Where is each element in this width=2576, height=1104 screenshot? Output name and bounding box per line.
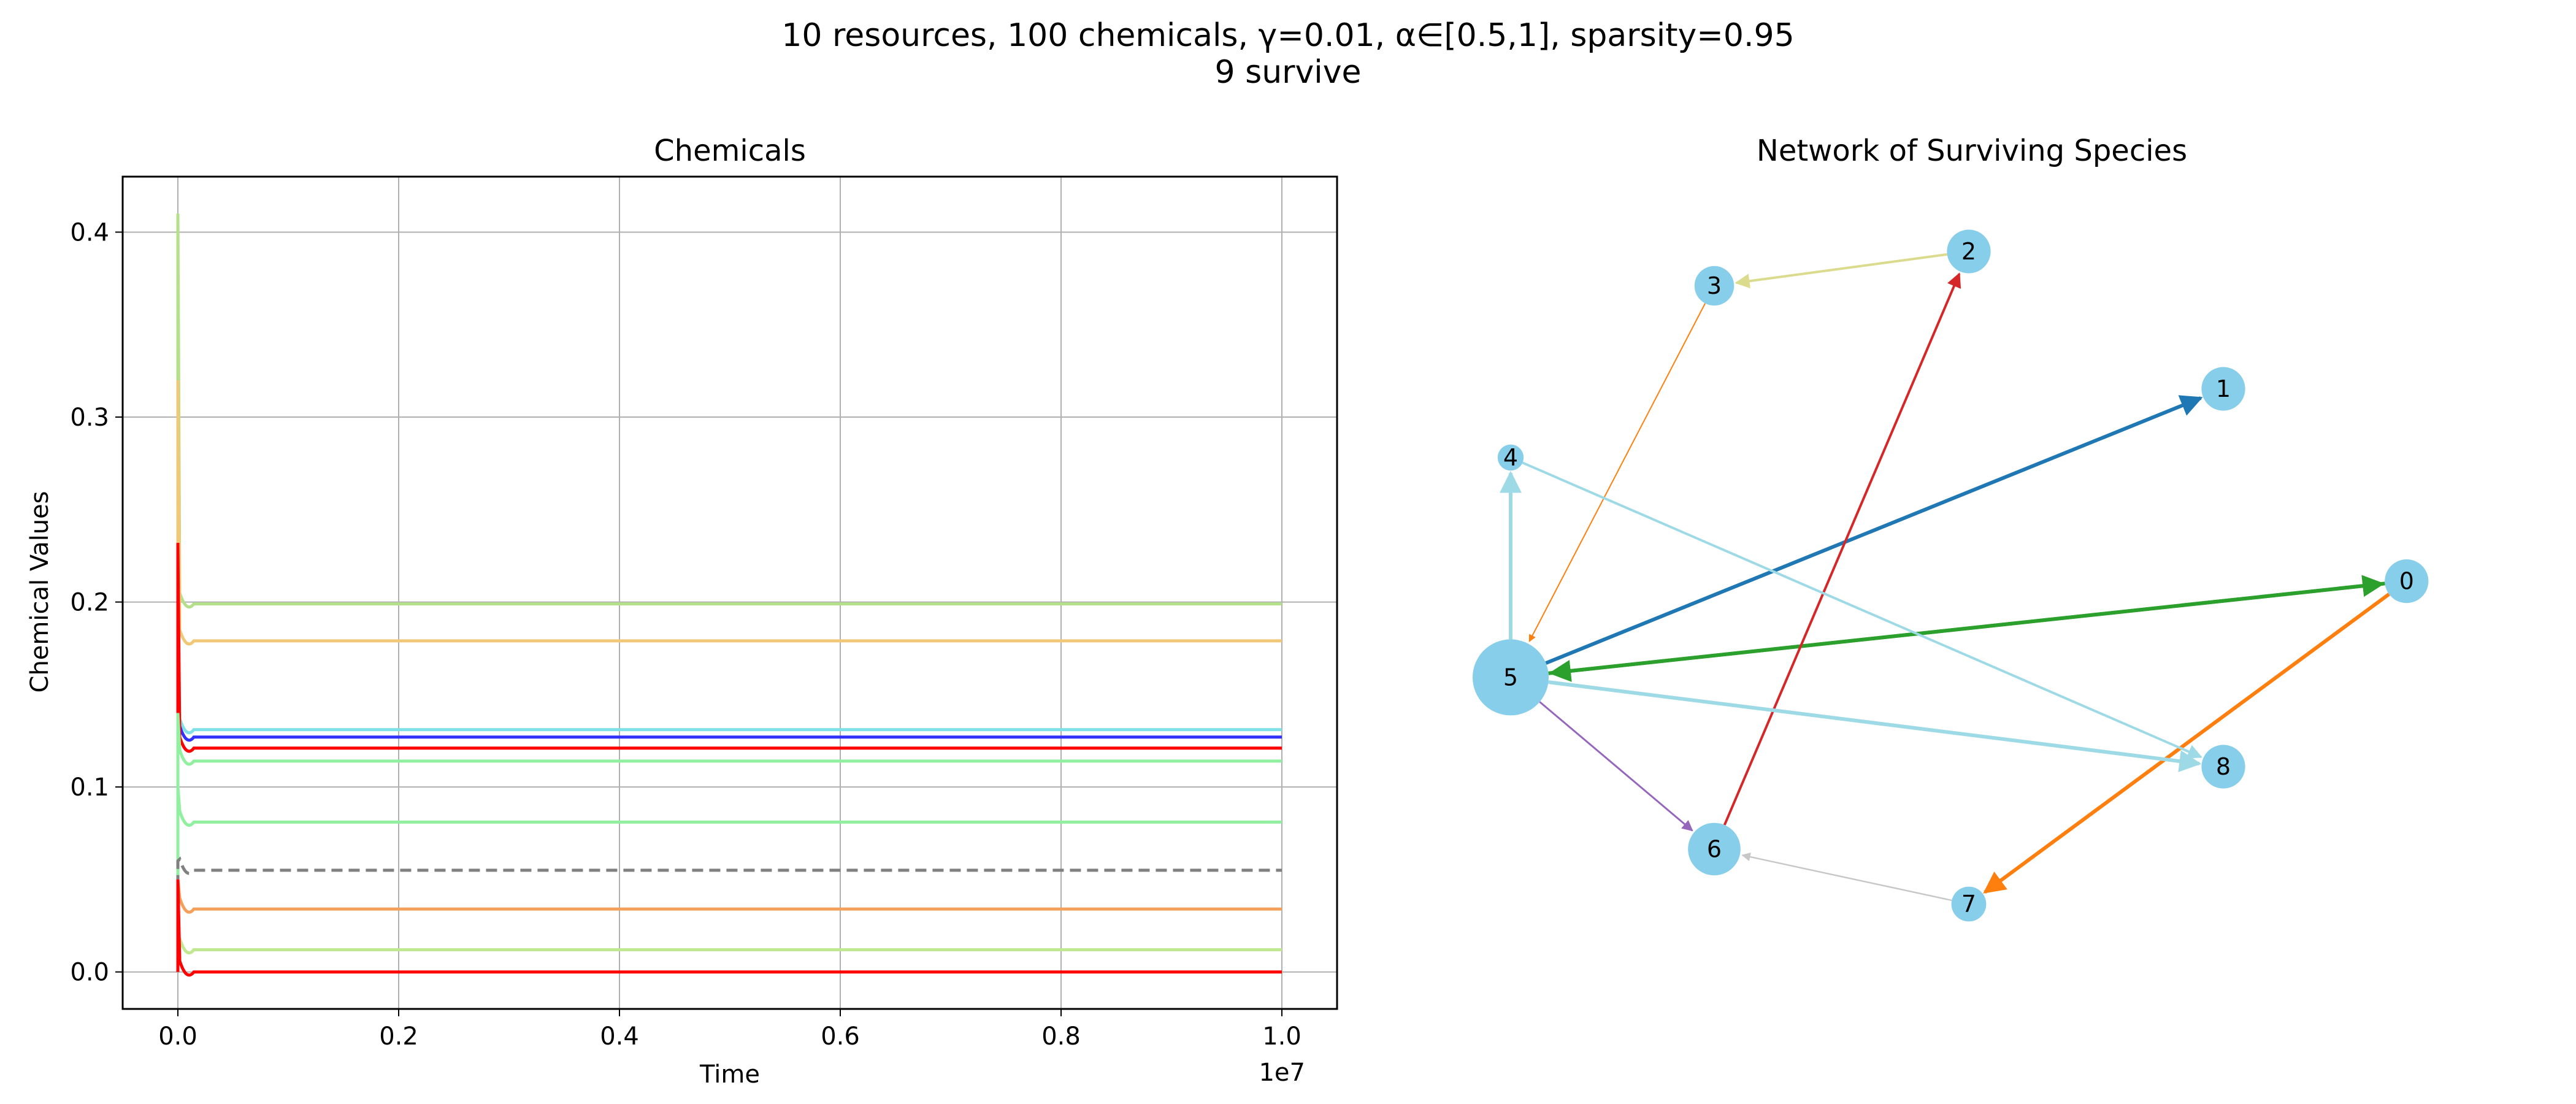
node-circle: [2385, 559, 2429, 604]
node-circle: [1694, 266, 1735, 306]
network-nodes: 0 1 2 3 4 5 6 7 8: [1473, 229, 2429, 922]
chemical-series-7: [176, 856, 1282, 972]
edge-2-to-3: [1735, 253, 1947, 289]
x-tick-label: 0.6: [821, 1022, 860, 1051]
figure-title-line-2: 9 survive: [1214, 54, 1362, 91]
edge-5-to-0: [1548, 575, 2385, 675]
figure-title-line-1: 10 resources, 100 chemicals, γ=0.01, α∈[…: [781, 17, 1795, 54]
chemical-series-8: [176, 879, 1282, 972]
node-circle: [1473, 639, 1549, 716]
network-chart: Network of Surviving Species 0 1 2 3 4 5 6 7 8: [1473, 134, 2429, 922]
node-7: 7: [1951, 886, 1987, 922]
edge-5-to-8: [1548, 680, 2202, 772]
chemicals-chart: Chemicals 0.0 0.2 0.4 0.6 0.8 1.0 0.0 0.1 0.2 0.3…: [26, 134, 1338, 1089]
node-1: 1: [2201, 367, 2245, 411]
chemicals-y-axis-label: Chemical Values: [26, 491, 54, 693]
x-tick-label: 0.2: [379, 1022, 418, 1051]
x-tick-label: 0.8: [1041, 1022, 1081, 1051]
node-label: 1: [2216, 375, 2231, 402]
node-6: 6: [1688, 822, 1741, 876]
node-circle: [2201, 367, 2245, 411]
y-tick-label: 0.3: [70, 404, 109, 432]
edge-6-to-2: [1723, 272, 1961, 826]
edge-4-to-8: [1522, 461, 2202, 759]
chemical-series-3: [176, 694, 1282, 972]
node-label: 2: [1961, 238, 1976, 265]
node-2: 2: [1947, 229, 1991, 274]
x-tick-label: 1.0: [1262, 1022, 1301, 1051]
edge-5-to-6: [1539, 701, 1693, 832]
x-tick-label: 0.4: [600, 1022, 639, 1051]
node-0: 0: [2385, 559, 2429, 604]
chemicals-chart-title: Chemicals: [654, 134, 806, 168]
chemical-series-10: [176, 879, 1282, 977]
chemicals-ticks: 0.0 0.2 0.4 0.6 0.8 1.0 0.0 0.1 0.2 0.3 0.4: [70, 218, 1301, 1051]
network-chart-title: Network of Surviving Species: [1757, 134, 2187, 168]
node-8: 8: [2201, 745, 2245, 789]
node-circle: [1688, 822, 1741, 876]
y-tick-label: 0.4: [70, 218, 109, 247]
y-tick-label: 0.1: [70, 773, 109, 802]
node-label: 8: [2216, 753, 2231, 780]
node-4: 4: [1497, 444, 1524, 471]
node-circle: [1947, 229, 1991, 274]
y-tick-label: 0.0: [70, 959, 109, 987]
node-label: 0: [2399, 568, 2414, 595]
node-label: 3: [1707, 272, 1722, 299]
x-tick-label: 0.0: [158, 1022, 197, 1051]
node-circle: [2201, 745, 2245, 789]
network-edges: [1500, 253, 2390, 902]
chemicals-grid: [123, 177, 1337, 1009]
chemicals-series-group: [176, 213, 1282, 977]
y-tick-label: 0.2: [70, 589, 109, 617]
chemical-series-6: [176, 786, 1282, 972]
edge-3-to-5: [1528, 303, 1706, 642]
node-label: 5: [1503, 664, 1518, 691]
node-circle: [1497, 444, 1524, 471]
chemicals-x-axis-label: Time: [699, 1060, 760, 1089]
node-label: 6: [1707, 835, 1722, 862]
chemical-series-5: [176, 713, 1282, 972]
node-5: 5: [1473, 639, 1549, 716]
node-circle: [1951, 886, 1987, 922]
edge-7-to-6: [1741, 852, 1952, 902]
node-3: 3: [1694, 266, 1735, 306]
edge-5-to-1: [1545, 395, 2203, 665]
chemicals-axes-frame: [121, 175, 1338, 1010]
chemical-series-9: [176, 934, 1282, 972]
chemical-series-0: [176, 213, 1282, 972]
node-label: 7: [1961, 891, 1976, 918]
node-label: 4: [1503, 444, 1518, 471]
chemical-series-1: [176, 380, 1282, 972]
chemicals-x-offset-text: 1e7: [1259, 1059, 1305, 1087]
edge-0-to-7: [1983, 592, 2390, 894]
